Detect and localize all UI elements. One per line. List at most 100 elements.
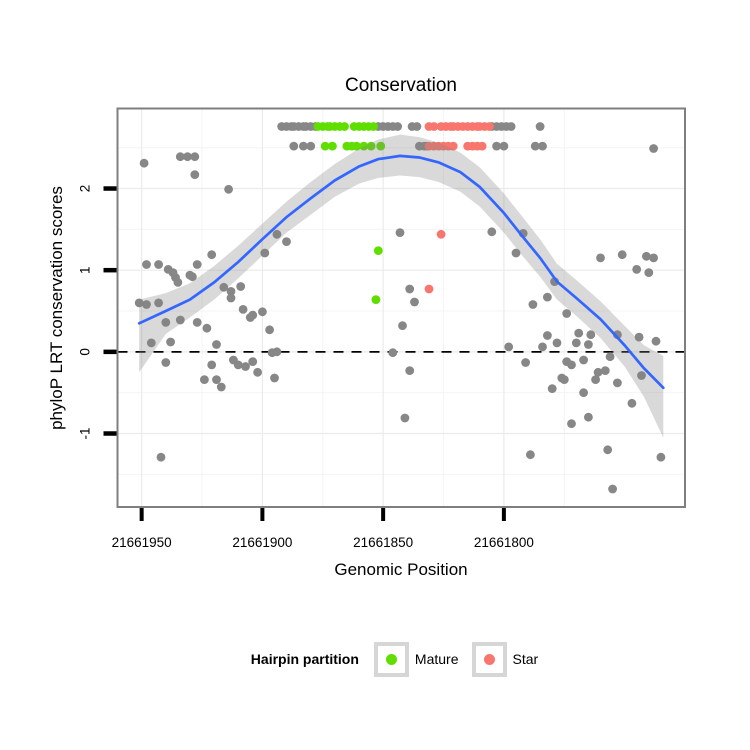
data-point-none [398, 321, 407, 331]
data-point-none [535, 122, 545, 131]
data-point-star [448, 141, 458, 151]
data-point-none [552, 338, 562, 348]
data-point-none [405, 366, 415, 375]
data-point-none [642, 251, 651, 261]
data-point-none [248, 357, 258, 366]
data-point-none [591, 375, 600, 384]
data-point-mature [340, 122, 349, 131]
data-point-none [627, 398, 637, 408]
data-point-none [216, 382, 226, 392]
data-point-star [485, 122, 494, 131]
data-point-none [272, 347, 282, 357]
data-point-none [504, 342, 514, 352]
panel-border [116, 107, 686, 508]
data-point-none [596, 253, 605, 263]
data-point-none [567, 419, 576, 429]
data-point-none [306, 141, 316, 151]
data-point-mature [376, 141, 386, 151]
data-point-mature [352, 141, 361, 151]
data-point-none [538, 342, 547, 352]
data-point-none [192, 318, 202, 327]
data-point-mature [320, 141, 330, 151]
data-point-none [173, 278, 183, 287]
data-point-none [188, 272, 197, 282]
data-point-none [146, 338, 156, 348]
data-point-none [530, 141, 540, 151]
data-point-none [603, 445, 613, 455]
data-point-none [236, 282, 246, 291]
data-point-none [139, 158, 149, 168]
data-point-none [207, 250, 217, 260]
data-point-none [224, 184, 234, 194]
data-point-none [253, 367, 262, 377]
data-point-none [526, 450, 535, 460]
data-point-none [579, 355, 588, 365]
data-point-none [412, 122, 422, 131]
data-point-mature [366, 141, 376, 151]
data-point-none [649, 144, 658, 153]
data-point-mature [328, 141, 337, 151]
legend-title: Hairpin partition [250, 651, 359, 667]
data-point-none [567, 360, 576, 370]
data-point-none [511, 248, 521, 258]
data-point-none [212, 375, 221, 384]
data-point-none [175, 315, 185, 325]
x-tick-label: 21661950 [112, 535, 172, 550]
data-point-none [559, 375, 569, 384]
data-point-none [649, 253, 658, 263]
data-point-none [154, 298, 164, 308]
x-tick-label: 21661800 [474, 535, 534, 550]
data-point-none [395, 228, 405, 238]
chart-title: Conservation [345, 75, 457, 96]
data-point-none [272, 229, 282, 239]
data-point-none [282, 237, 291, 247]
data-point-none [260, 248, 270, 258]
data-point-none [521, 358, 530, 367]
data-point-none [617, 250, 627, 260]
legend-label-mature: Mature [414, 651, 459, 667]
data-point-none [142, 260, 151, 269]
data-point-none [487, 227, 497, 237]
data-point-none [202, 323, 212, 333]
data-point-none [584, 412, 593, 422]
smooth-line [137, 154, 665, 390]
data-point-none [183, 152, 192, 162]
data-point-none [226, 293, 236, 303]
y-tick-label: 0 [78, 348, 93, 356]
data-point-none [593, 367, 603, 377]
data-point-none [506, 122, 516, 131]
data-point-none [154, 260, 164, 269]
data-point-none [299, 141, 308, 151]
data-point-none [600, 366, 610, 375]
data-point-none [161, 358, 171, 367]
data-point-none [651, 336, 661, 346]
data-point-none [200, 375, 209, 384]
data-point-none [528, 300, 538, 309]
data-point-none [289, 141, 299, 151]
data-point-none [543, 331, 552, 340]
data-point-none [134, 298, 144, 308]
data-point-star [436, 229, 446, 239]
y-tick-label: 1 [78, 266, 93, 274]
legend: Hairpin partition Mature Star [117, 639, 685, 679]
data-point-none [400, 413, 410, 423]
data-point-none [192, 260, 202, 269]
data-point-none [190, 170, 200, 180]
data-point-none [613, 378, 622, 388]
data-point-none [656, 452, 666, 462]
data-point-none [634, 332, 644, 342]
data-point-none [219, 282, 229, 292]
data-point-none [241, 362, 250, 371]
data-point-none [156, 452, 166, 462]
data-point-none [608, 484, 617, 494]
data-point-none [632, 265, 642, 274]
data-point-none [161, 318, 171, 327]
data-point-mature [359, 141, 369, 151]
data-point-none [393, 122, 402, 131]
mature-dot-icon [385, 653, 397, 665]
data-point-none [258, 307, 267, 317]
data-point-none [212, 340, 221, 349]
y-tick-label: -1 [78, 427, 93, 439]
data-point-none [190, 152, 200, 162]
data-point-star [424, 284, 434, 294]
